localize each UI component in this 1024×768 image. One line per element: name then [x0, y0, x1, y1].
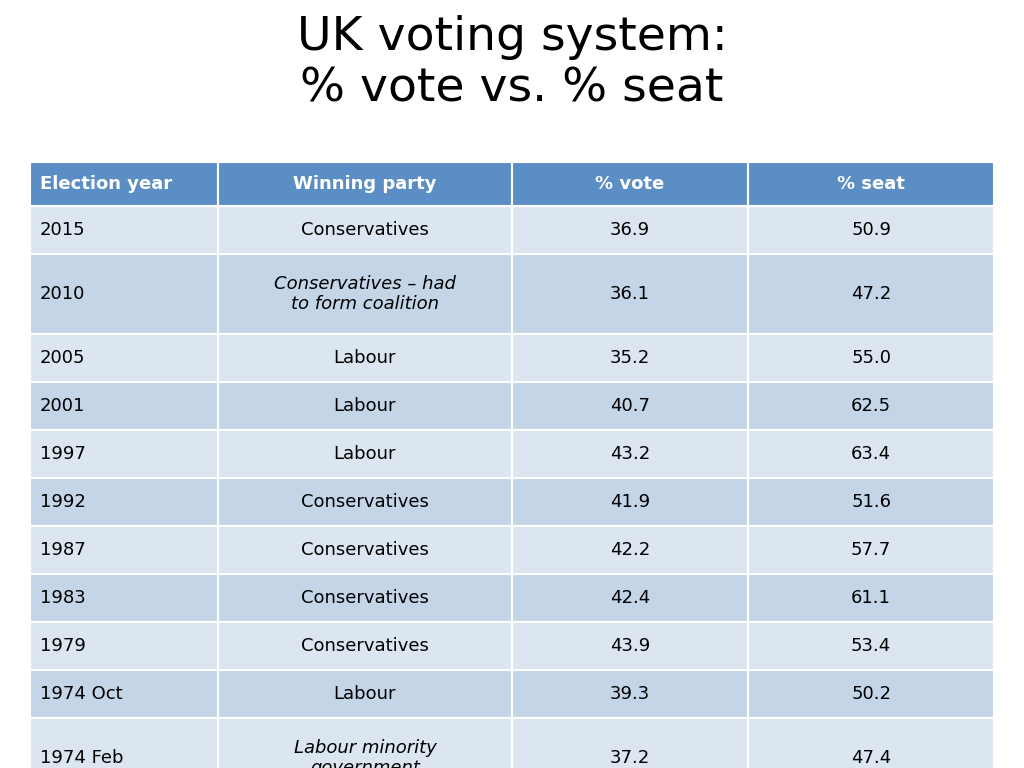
Text: 36.1: 36.1 — [610, 285, 650, 303]
Text: 42.2: 42.2 — [610, 541, 650, 559]
Text: 40.7: 40.7 — [610, 397, 650, 415]
Text: 63.4: 63.4 — [851, 445, 891, 463]
Bar — [30, 162, 218, 206]
Bar — [749, 622, 994, 670]
Text: 1974 Oct: 1974 Oct — [40, 685, 123, 703]
Bar — [218, 478, 512, 526]
Bar — [512, 382, 749, 430]
Bar — [218, 430, 512, 478]
Text: Conservatives: Conservatives — [301, 221, 429, 239]
Text: 50.9: 50.9 — [851, 221, 891, 239]
Text: Conservatives – had
to form coalition: Conservatives – had to form coalition — [274, 275, 456, 313]
Text: 2005: 2005 — [40, 349, 85, 367]
Text: 43.9: 43.9 — [610, 637, 650, 655]
Bar — [30, 334, 218, 382]
Text: Labour minority
government: Labour minority government — [294, 739, 436, 768]
Bar — [749, 526, 994, 574]
Text: 1997: 1997 — [40, 445, 86, 463]
Bar — [218, 718, 512, 768]
Bar — [749, 478, 994, 526]
Bar — [512, 670, 749, 718]
Text: 1983: 1983 — [40, 589, 86, 607]
Bar — [30, 254, 218, 334]
Bar — [512, 622, 749, 670]
Text: 36.9: 36.9 — [610, 221, 650, 239]
Bar — [218, 574, 512, 622]
Text: 37.2: 37.2 — [610, 749, 650, 767]
Bar — [30, 430, 218, 478]
Bar — [749, 670, 994, 718]
Text: 1992: 1992 — [40, 493, 86, 511]
Bar — [512, 206, 749, 254]
Bar — [218, 622, 512, 670]
Text: UK voting system:
% vote vs. % seat: UK voting system: % vote vs. % seat — [297, 15, 727, 112]
Bar — [512, 254, 749, 334]
Text: 35.2: 35.2 — [610, 349, 650, 367]
Text: 47.4: 47.4 — [851, 749, 891, 767]
Bar — [512, 430, 749, 478]
Bar — [30, 382, 218, 430]
Bar — [749, 574, 994, 622]
Bar — [749, 430, 994, 478]
Text: 2001: 2001 — [40, 397, 85, 415]
Bar — [749, 334, 994, 382]
Bar — [749, 718, 994, 768]
Text: Conservatives: Conservatives — [301, 637, 429, 655]
Text: Conservatives: Conservatives — [301, 589, 429, 607]
Bar — [30, 206, 218, 254]
Bar — [749, 382, 994, 430]
Text: 2010: 2010 — [40, 285, 85, 303]
Text: Conservatives: Conservatives — [301, 541, 429, 559]
Text: % seat: % seat — [838, 175, 905, 193]
Text: 51.6: 51.6 — [851, 493, 891, 511]
Text: 42.4: 42.4 — [610, 589, 650, 607]
Bar — [30, 574, 218, 622]
Bar — [30, 622, 218, 670]
Text: Labour: Labour — [334, 349, 396, 367]
Bar — [218, 206, 512, 254]
Bar — [30, 478, 218, 526]
Bar — [218, 670, 512, 718]
Text: 53.4: 53.4 — [851, 637, 891, 655]
Bar — [218, 526, 512, 574]
Text: 43.2: 43.2 — [610, 445, 650, 463]
Text: 1979: 1979 — [40, 637, 86, 655]
Text: 62.5: 62.5 — [851, 397, 891, 415]
Text: 47.2: 47.2 — [851, 285, 891, 303]
Text: 1987: 1987 — [40, 541, 86, 559]
Text: 55.0: 55.0 — [851, 349, 891, 367]
Text: Labour: Labour — [334, 685, 396, 703]
Text: % vote: % vote — [596, 175, 665, 193]
Bar — [512, 718, 749, 768]
Bar — [30, 670, 218, 718]
Text: Labour: Labour — [334, 445, 396, 463]
Bar — [218, 334, 512, 382]
Text: 39.3: 39.3 — [610, 685, 650, 703]
Bar — [218, 162, 512, 206]
Bar — [512, 334, 749, 382]
Text: 61.1: 61.1 — [851, 589, 891, 607]
Bar — [512, 162, 749, 206]
Text: Labour: Labour — [334, 397, 396, 415]
Bar — [749, 206, 994, 254]
Text: 1974 Feb: 1974 Feb — [40, 749, 124, 767]
Bar — [512, 478, 749, 526]
Bar — [749, 254, 994, 334]
Text: Election year: Election year — [40, 175, 172, 193]
Bar — [218, 382, 512, 430]
Bar — [30, 526, 218, 574]
Bar — [218, 254, 512, 334]
Bar — [512, 526, 749, 574]
Bar — [512, 574, 749, 622]
Text: 57.7: 57.7 — [851, 541, 891, 559]
Text: Winning party: Winning party — [293, 175, 437, 193]
Text: Conservatives: Conservatives — [301, 493, 429, 511]
Bar — [749, 162, 994, 206]
Text: 50.2: 50.2 — [851, 685, 891, 703]
Bar — [30, 718, 218, 768]
Text: 2015: 2015 — [40, 221, 86, 239]
Text: 41.9: 41.9 — [610, 493, 650, 511]
